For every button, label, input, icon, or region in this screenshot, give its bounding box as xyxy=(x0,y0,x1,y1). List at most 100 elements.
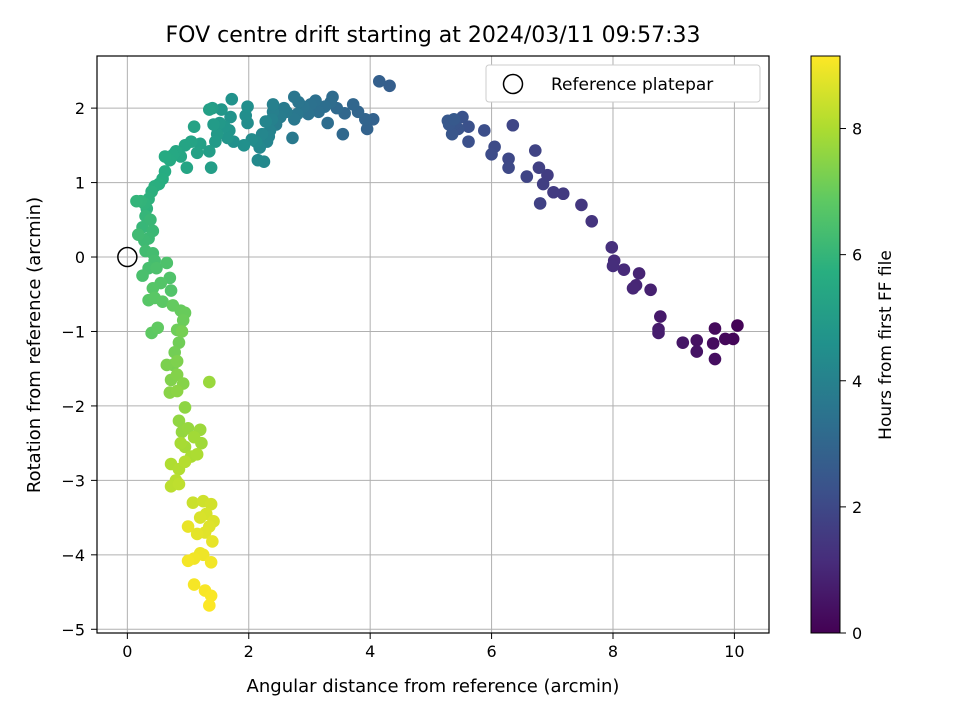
data-point xyxy=(160,256,174,270)
data-point xyxy=(336,127,350,141)
data-point xyxy=(181,554,195,568)
data-point xyxy=(477,124,491,137)
data-point xyxy=(485,147,498,161)
colorbar-label: Hours from first FF file xyxy=(876,250,896,440)
data-point xyxy=(146,281,160,295)
data-point xyxy=(528,144,542,157)
data-point xyxy=(203,103,216,116)
data-point xyxy=(190,448,204,461)
data-point xyxy=(502,161,515,174)
data-point xyxy=(241,100,254,113)
data-point xyxy=(652,326,665,340)
data-point xyxy=(287,112,301,126)
data-point xyxy=(575,198,588,212)
data-point xyxy=(502,152,515,166)
data-point xyxy=(585,214,599,228)
plot-frame xyxy=(96,55,770,634)
data-point xyxy=(556,187,570,201)
reference-platepar-marker xyxy=(117,246,138,268)
data-point xyxy=(170,368,184,381)
y-tick-label: 2 xyxy=(75,99,85,118)
data-point xyxy=(193,511,207,524)
data-point xyxy=(203,599,216,612)
data-point xyxy=(644,283,657,297)
data-point xyxy=(151,321,165,335)
data-point xyxy=(181,421,195,435)
data-point xyxy=(150,261,163,275)
chart-title: FOV centre drift starting at 2024/03/11 … xyxy=(166,23,701,48)
data-point xyxy=(312,105,325,119)
colorbar-tick-label: 2 xyxy=(852,498,862,517)
colorbar: 0 2 4 6 8 Hours from first FF file xyxy=(810,55,896,643)
x-axis-ticks: 0 2 4 6 8 10 xyxy=(122,633,745,661)
y-tick-label: −5 xyxy=(61,620,85,639)
data-point xyxy=(178,455,192,469)
data-point xyxy=(237,139,251,152)
data-point xyxy=(447,112,461,126)
data-point xyxy=(718,332,732,346)
data-point xyxy=(156,295,169,308)
data-point xyxy=(708,352,722,366)
data-point xyxy=(536,177,550,191)
y-tick-label: −2 xyxy=(61,397,85,416)
data-point xyxy=(178,139,192,152)
data-point xyxy=(206,535,219,548)
data-point xyxy=(187,578,201,591)
data-point xyxy=(190,527,204,541)
data-point xyxy=(690,345,704,358)
x-tick-label: 6 xyxy=(486,642,496,661)
data-point xyxy=(160,358,174,372)
data-point xyxy=(626,281,640,295)
data-point xyxy=(462,120,475,134)
colorbar-tick-label: 8 xyxy=(852,120,862,139)
data-point xyxy=(708,322,722,335)
y-axis-ticks: −5 −4 −3 −2 −1 0 1 2 xyxy=(61,99,97,639)
data-point xyxy=(130,194,143,208)
data-point xyxy=(170,354,184,368)
data-point xyxy=(178,401,192,414)
data-point xyxy=(372,75,386,88)
data-point xyxy=(266,98,280,111)
data-point xyxy=(187,430,201,444)
data-point xyxy=(204,161,218,174)
reference-marker xyxy=(117,246,138,268)
data-point xyxy=(131,228,145,241)
y-tick-label: −4 xyxy=(61,546,85,565)
data-point xyxy=(321,116,334,130)
legend-reference-marker xyxy=(502,73,524,95)
data-point xyxy=(462,135,475,148)
x-axis-label: Angular distance from reference (arcmin) xyxy=(247,676,620,697)
y-tick-label: −3 xyxy=(61,471,85,490)
data-point xyxy=(225,92,239,106)
data-point xyxy=(175,325,189,338)
colorbar-tick-label: 4 xyxy=(852,372,862,391)
data-point xyxy=(186,496,200,510)
data-point xyxy=(259,115,273,128)
data-point xyxy=(533,197,547,210)
data-point xyxy=(204,497,218,511)
data-point xyxy=(605,241,619,254)
data-point xyxy=(221,131,234,145)
data-point xyxy=(617,263,631,276)
data-point xyxy=(174,436,188,450)
data-point xyxy=(176,314,190,327)
data-point xyxy=(287,90,301,104)
x-tick-label: 8 xyxy=(608,642,618,661)
data-point xyxy=(606,259,620,273)
x-tick-label: 4 xyxy=(365,642,375,661)
data-point xyxy=(172,336,186,349)
data-point xyxy=(632,267,646,280)
y-tick-label: −1 xyxy=(61,322,85,341)
data-point xyxy=(346,98,360,111)
data-point xyxy=(170,384,184,398)
data-point xyxy=(172,477,186,491)
data-point xyxy=(547,185,560,199)
data-point xyxy=(383,79,396,93)
data-point xyxy=(181,520,195,533)
data-point xyxy=(207,118,220,131)
x-tick-label: 0 xyxy=(122,642,132,661)
data-point xyxy=(172,414,186,428)
data-point xyxy=(731,319,744,332)
legend-box xyxy=(485,64,761,103)
